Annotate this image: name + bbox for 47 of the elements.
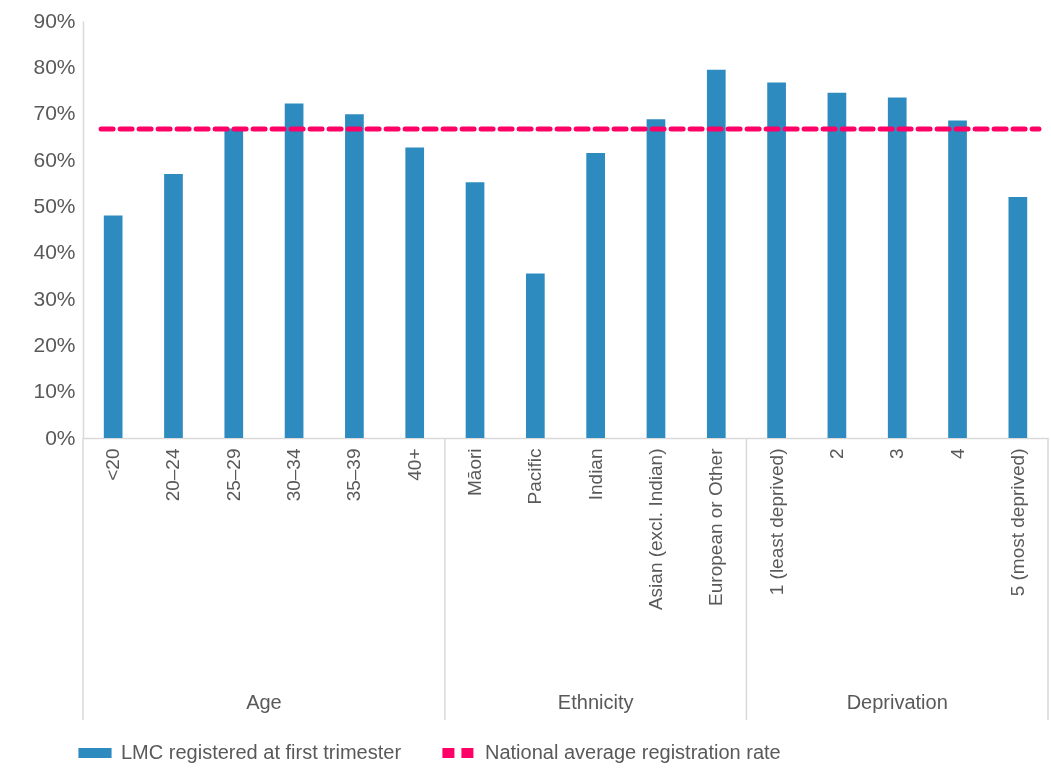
legend-label: LMC registered at first trimester xyxy=(121,741,402,763)
text: Ethnicity xyxy=(557,691,634,713)
x-tick-label: Māori xyxy=(464,448,486,497)
y-tick-label: 90% xyxy=(33,8,76,32)
bar xyxy=(948,120,967,438)
x-tick-label: <20 xyxy=(102,448,124,481)
bar xyxy=(164,173,183,438)
bar xyxy=(887,97,907,438)
x-tick-label: Asian (excl. Indian) xyxy=(644,448,666,611)
x-tick-label: 35–39 xyxy=(343,448,365,502)
bar xyxy=(706,69,726,438)
x-tick-label: Pacific xyxy=(524,448,546,505)
bar xyxy=(827,92,847,438)
x-tick-label: 30–34 xyxy=(283,448,305,502)
y-tick-label: 50% xyxy=(33,193,76,217)
y-tick-label: 0% xyxy=(45,425,76,449)
x-tick-label: Indian xyxy=(584,448,606,501)
y-tick-label: 30% xyxy=(33,286,76,310)
bar xyxy=(103,215,123,438)
bar xyxy=(586,153,605,438)
x-tick-label: 1 (least deprived) xyxy=(765,448,787,596)
bar xyxy=(646,119,666,438)
x-tick-label: 4 xyxy=(946,448,968,460)
bar xyxy=(284,103,304,438)
y-tick-label: 70% xyxy=(33,101,76,125)
x-tick-label: 20–24 xyxy=(162,448,184,502)
bar xyxy=(526,273,545,438)
bar xyxy=(465,182,485,438)
bar xyxy=(345,114,364,438)
bar xyxy=(767,82,786,438)
text: Deprivation xyxy=(846,691,948,713)
y-tick-label: 60% xyxy=(33,147,76,171)
y-tick-label: 10% xyxy=(33,379,76,403)
bar xyxy=(405,147,425,438)
y-tick-label: 20% xyxy=(33,332,76,356)
bar xyxy=(224,128,244,438)
x-tick-label: 5 (most deprived) xyxy=(1006,448,1028,597)
x-tick-label: 25–29 xyxy=(222,448,244,502)
bar xyxy=(1008,197,1028,438)
legend-label: National average registration rate xyxy=(485,741,781,763)
y-tick-label: 40% xyxy=(33,240,76,264)
x-tick-label: 3 xyxy=(886,448,908,460)
text: Age xyxy=(246,691,282,713)
x-tick-label: 40+ xyxy=(403,448,425,481)
x-tick-label: 2 xyxy=(825,448,847,460)
y-tick-label: 80% xyxy=(33,54,76,78)
x-tick-label: European or Other xyxy=(705,447,727,606)
